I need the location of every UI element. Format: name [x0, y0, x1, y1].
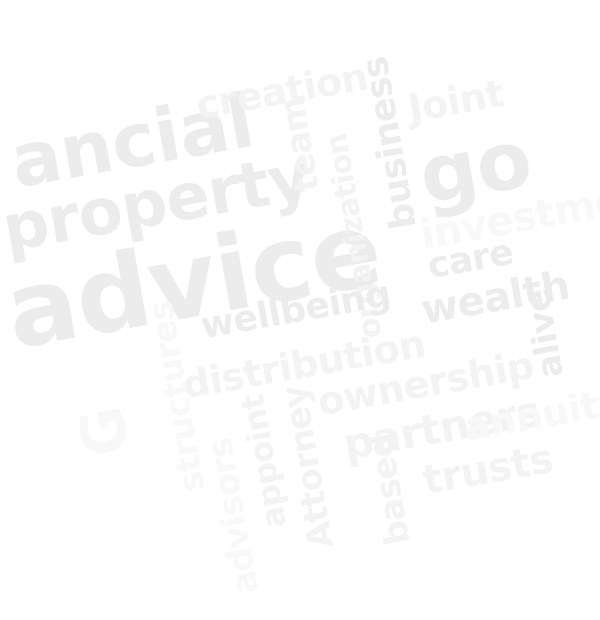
word-g: G	[66, 401, 144, 462]
